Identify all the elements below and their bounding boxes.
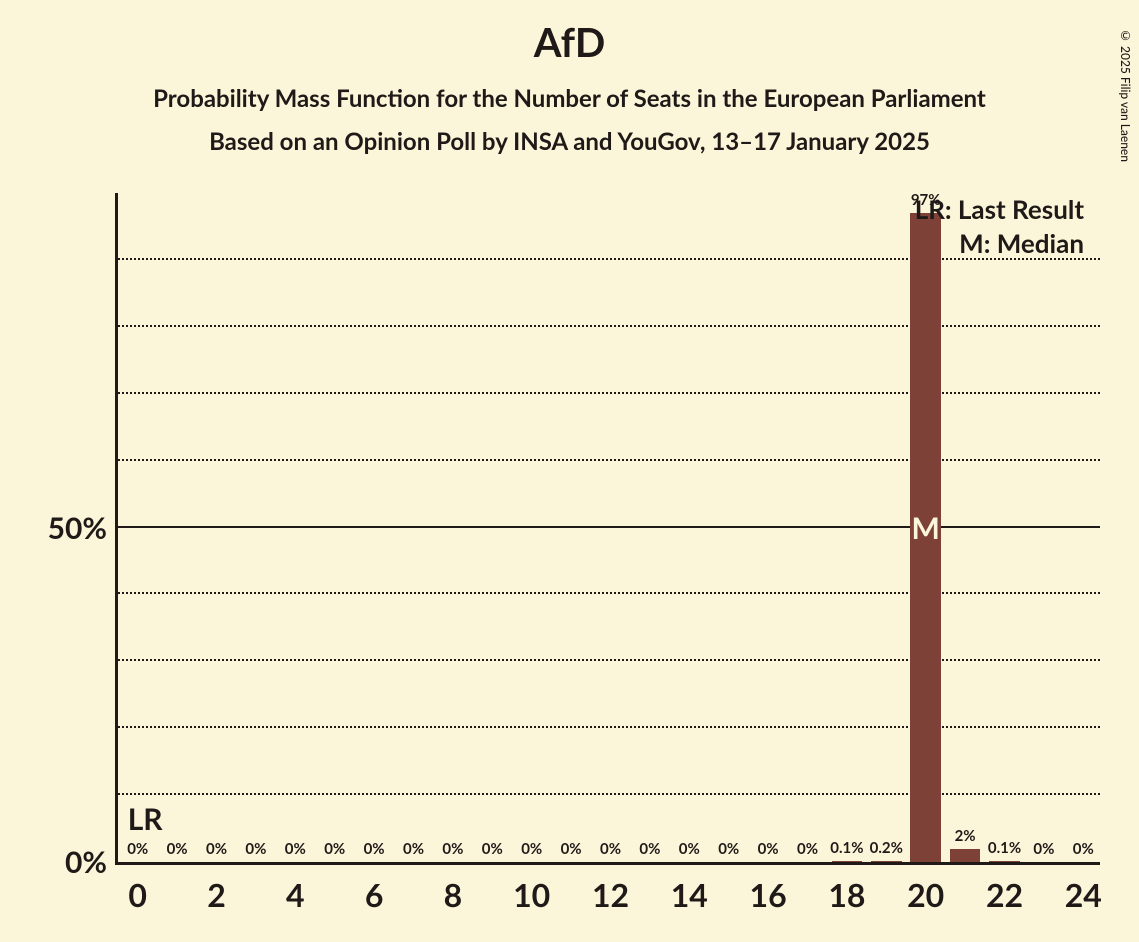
x-tick-label: 14 [671, 875, 708, 914]
x-tick-label: 0 [128, 875, 147, 914]
x-tick-label: 16 [750, 875, 787, 914]
x-tick-label: 22 [986, 875, 1023, 914]
legend-m: M: Median [959, 227, 1084, 259]
bar-value-label: 0% [797, 840, 818, 858]
bar-value-label: 0% [206, 840, 227, 858]
bar-value-label: 0% [364, 840, 385, 858]
bar-value-label: 2% [955, 827, 976, 845]
x-tick-label: 24 [1065, 875, 1102, 914]
gridline [118, 392, 1100, 394]
x-axis [115, 862, 1100, 865]
bar [950, 849, 981, 862]
gridline [118, 258, 1100, 260]
bar-value-label: 0.1% [988, 839, 1021, 857]
bar-value-label: 0% [679, 840, 700, 858]
bar-value-label: 0% [403, 840, 424, 858]
x-tick-label: 18 [828, 875, 865, 914]
chart-title: AfD [0, 18, 1139, 66]
gridline [118, 659, 1100, 661]
y-axis [115, 193, 118, 865]
bar-value-label: 0% [482, 840, 503, 858]
bar [989, 861, 1020, 862]
copyright-text: © 2025 Filip van Laenen [1118, 28, 1133, 162]
bar-value-label: 0% [324, 840, 345, 858]
x-tick-label: 10 [513, 875, 550, 914]
gridline [118, 526, 1100, 528]
chart-plot-area: 0% 0% 0% 0% 0% 0% 0% 0% 0% 0% 0% 0% 0% 0% 0% 0% 0% 0% 0.1%… [115, 193, 1100, 865]
bar-value-label: 0.2% [870, 839, 903, 857]
bar-value-label: 0% [127, 840, 148, 858]
bar-value-label: 0% [758, 840, 779, 858]
y-tick-label: 0% [7, 844, 107, 880]
lr-marker: LR [128, 801, 163, 837]
gridline [118, 592, 1100, 594]
bar-value-label: 0% [600, 840, 621, 858]
bar-value-label: 0.1% [830, 839, 863, 857]
bar-value-label: 0% [639, 840, 660, 858]
bar-value-label: 0% [245, 840, 266, 858]
bar-value-label: 0% [1073, 840, 1094, 858]
x-tick-label: 2 [207, 875, 226, 914]
bar-value-label: 0% [1033, 840, 1054, 858]
x-tick-label: 8 [444, 875, 463, 914]
gridline [118, 793, 1100, 795]
bar-value-label: 0% [561, 840, 582, 858]
bar-value-label: 0% [442, 840, 463, 858]
legend-lr: LR: Last Result [915, 193, 1084, 225]
bar-value-label: 0% [521, 840, 542, 858]
chart-subtitle-2: Based on an Opinion Poll by INSA and You… [0, 127, 1139, 156]
bar-value-label: 0% [285, 840, 306, 858]
y-tick-label: 50% [7, 510, 107, 546]
x-tick-label: 20 [907, 875, 944, 914]
x-tick-label: 12 [592, 875, 629, 914]
x-tick-label: 4 [286, 875, 305, 914]
gridline [118, 726, 1100, 728]
bar-value-label: 0% [718, 840, 739, 858]
x-tick-label: 6 [365, 875, 384, 914]
gridline [118, 325, 1100, 327]
median-marker: M [912, 510, 940, 546]
gridline [118, 459, 1100, 461]
chart-subtitle-1: Probability Mass Function for the Number… [0, 84, 1139, 113]
bar [832, 861, 863, 862]
bar-value-label: 0% [167, 840, 188, 858]
bar [871, 861, 902, 862]
